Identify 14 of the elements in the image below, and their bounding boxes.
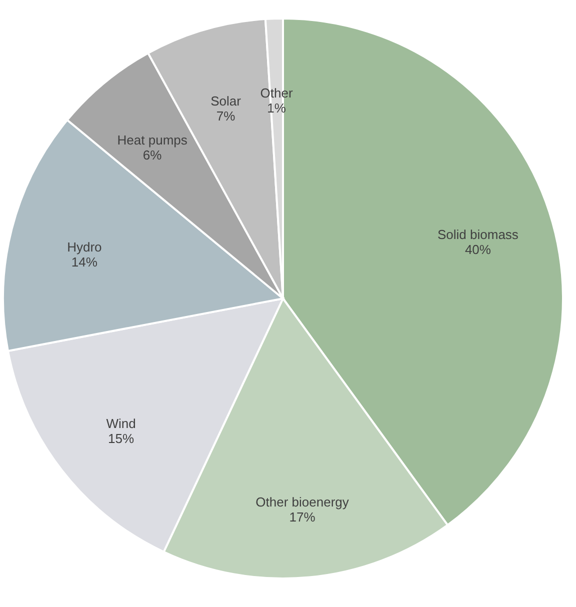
data-label: 15% <box>108 431 134 446</box>
data-label: 6% <box>142 148 162 163</box>
slice-label: Solar <box>210 94 242 109</box>
data-label: 17% <box>289 510 316 525</box>
data-label: 40% <box>464 242 492 258</box>
slice-label: Other <box>260 86 294 101</box>
slice-label: Other bioenergy <box>256 494 350 510</box>
data-label: 7% <box>216 108 236 124</box>
slice-label: Heat pumps <box>117 132 188 148</box>
data-label: 1% <box>267 100 286 116</box>
slice-label: Wind <box>106 416 136 432</box>
data-label: 14% <box>71 254 98 270</box>
slice-label: Hydro <box>67 240 102 255</box>
slice-label: Solid biomass <box>438 227 519 242</box>
